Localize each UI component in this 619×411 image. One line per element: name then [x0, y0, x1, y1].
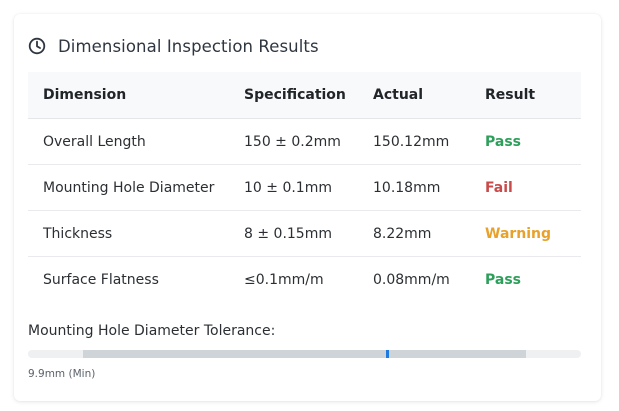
cell-dimension: Mounting Hole Diameter — [43, 179, 215, 196]
tolerance-bar — [28, 350, 581, 358]
cell-dimension: Overall Length — [43, 133, 146, 150]
cell-dimension: Thickness — [43, 225, 113, 242]
inspection-table: Dimension Specification Actual Result Ov… — [28, 72, 581, 302]
tolerance-min-label: 9.9mm (Min) — [28, 368, 96, 380]
clock-icon — [28, 37, 46, 55]
table-header: Dimension Specification Actual Result — [28, 72, 581, 119]
cell-dimension: Surface Flatness — [43, 271, 159, 288]
table-row: Thickness 8 ± 0.15mm 8.22mm Warning — [28, 211, 581, 257]
cell-specification: 8 ± 0.15mm — [244, 225, 332, 242]
column-header-actual: Actual — [373, 87, 424, 103]
table-row: Surface Flatness ≤0.1mm/m 0.08mm/m Pass — [28, 257, 581, 302]
card-title: Dimensional Inspection Results — [58, 36, 319, 56]
tolerance-range — [83, 350, 526, 358]
actual-value-marker — [386, 350, 389, 358]
inspection-card: Dimensional Inspection Results Dimension… — [14, 14, 601, 401]
cell-actual: 150.12mm — [373, 133, 450, 150]
tolerance-label: Mounting Hole Diameter Tolerance: — [28, 323, 276, 339]
column-header-result: Result — [485, 87, 536, 103]
result-badge-pass: Pass — [485, 271, 521, 288]
column-header-dimension: Dimension — [43, 87, 127, 103]
result-badge-warning: Warning — [485, 225, 552, 242]
result-badge-fail: Fail — [485, 179, 513, 196]
column-header-specification: Specification — [244, 87, 346, 103]
card-header: Dimensional Inspection Results — [28, 35, 319, 57]
cell-actual: 0.08mm/m — [373, 271, 450, 288]
result-badge-pass: Pass — [485, 133, 521, 150]
cell-actual: 10.18mm — [373, 179, 441, 196]
cell-specification: 10 ± 0.1mm — [244, 179, 332, 196]
table-row: Overall Length 150 ± 0.2mm 150.12mm Pass — [28, 119, 581, 165]
cell-specification: ≤0.1mm/m — [244, 271, 324, 288]
cell-specification: 150 ± 0.2mm — [244, 133, 341, 150]
cell-actual: 8.22mm — [373, 225, 432, 242]
table-row: Mounting Hole Diameter 10 ± 0.1mm 10.18m… — [28, 165, 581, 211]
